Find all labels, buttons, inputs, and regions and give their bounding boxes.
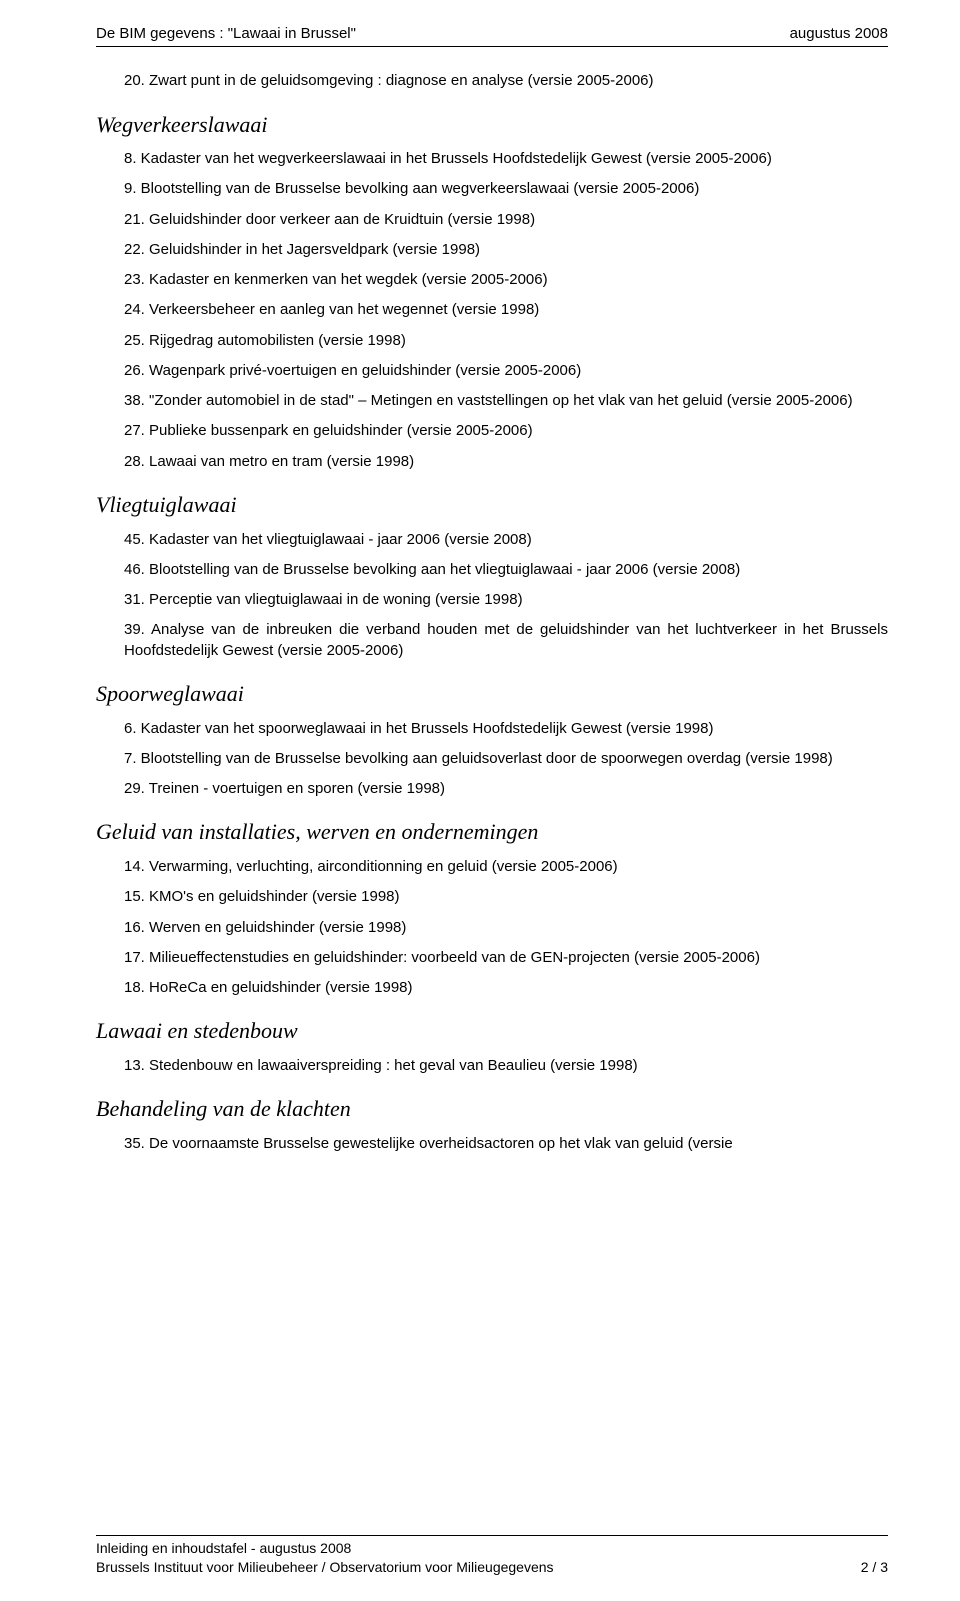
list-item: 25. Rijgedrag automobilisten (versie 199… xyxy=(124,331,888,351)
list-item: 38. "Zonder automobiel in de stad" – Met… xyxy=(124,391,888,411)
list-item: 24. Verkeersbeheer en aanleg van het weg… xyxy=(124,300,888,320)
header-title: De BIM gegevens : "Lawaai in Brussel" xyxy=(96,24,356,44)
page-header: De BIM gegevens : "Lawaai in Brussel" au… xyxy=(96,24,888,47)
list-item: 6. Kadaster van het spoorweglawaai in he… xyxy=(124,719,888,739)
list-item: 18. HoReCa en geluidshinder (versie 1998… xyxy=(124,978,888,998)
list-item: 46. Blootstelling van de Brusselse bevol… xyxy=(124,560,888,580)
list-item: 22. Geluidshinder in het Jagersveldpark … xyxy=(124,240,888,260)
section-heading: Spoorweglawaai xyxy=(96,679,888,709)
list-item: 28. Lawaai van metro en tram (versie 199… xyxy=(124,452,888,472)
list-item: 16. Werven en geluidshinder (versie 1998… xyxy=(124,918,888,938)
list-item: 31. Perceptie van vliegtuiglawaai in de … xyxy=(124,590,888,610)
page-footer: Inleiding en inhoudstafel - augustus 200… xyxy=(96,1535,888,1577)
list-item: 9. Blootstelling van de Brusselse bevolk… xyxy=(124,179,888,199)
list-item: 26. Wagenpark privé-voertuigen en geluid… xyxy=(124,361,888,381)
section-heading: Geluid van installaties, werven en onder… xyxy=(96,817,888,847)
document-body: 20. Zwart punt in de geluidsomgeving : d… xyxy=(96,71,888,1154)
list-item: 27. Publieke bussenpark en geluidshinder… xyxy=(124,421,888,441)
list-item: 45. Kadaster van het vliegtuiglawaai - j… xyxy=(124,530,888,550)
list-item: 39. Analyse van de inbreuken die verband… xyxy=(124,620,888,661)
list-item: 21. Geluidshinder door verkeer aan de Kr… xyxy=(124,210,888,230)
footer-line-1: Inleiding en inhoudstafel - augustus 200… xyxy=(96,1539,554,1558)
list-item: 35. De voornaamste Brusselse gewestelijk… xyxy=(124,1134,888,1154)
header-date: augustus 2008 xyxy=(790,24,888,44)
list-item: 13. Stedenbouw en lawaaiverspreiding : h… xyxy=(124,1056,888,1076)
section-heading: Vliegtuiglawaai xyxy=(96,490,888,520)
list-item: 15. KMO's en geluidshinder (versie 1998) xyxy=(124,887,888,907)
list-item: 17. Milieueffectenstudies en geluidshind… xyxy=(124,948,888,968)
list-item: 7. Blootstelling van de Brusselse bevolk… xyxy=(124,749,888,769)
list-item: 8. Kadaster van het wegverkeerslawaai in… xyxy=(124,149,888,169)
footer-page-number: 2 / 3 xyxy=(861,1558,888,1577)
footer-line-2: Brussels Instituut voor Milieubeheer / O… xyxy=(96,1558,554,1577)
section-heading: Lawaai en stedenbouw xyxy=(96,1016,888,1046)
list-item: 29. Treinen - voertuigen en sporen (vers… xyxy=(124,779,888,799)
list-item: 14. Verwarming, verluchting, airconditio… xyxy=(124,857,888,877)
list-item: 20. Zwart punt in de geluidsomgeving : d… xyxy=(124,71,888,91)
list-item: 23. Kadaster en kenmerken van het wegdek… xyxy=(124,270,888,290)
footer-left: Inleiding en inhoudstafel - augustus 200… xyxy=(96,1539,554,1577)
section-heading: Behandeling van de klachten xyxy=(96,1094,888,1124)
section-heading: Wegverkeerslawaai xyxy=(96,110,888,140)
